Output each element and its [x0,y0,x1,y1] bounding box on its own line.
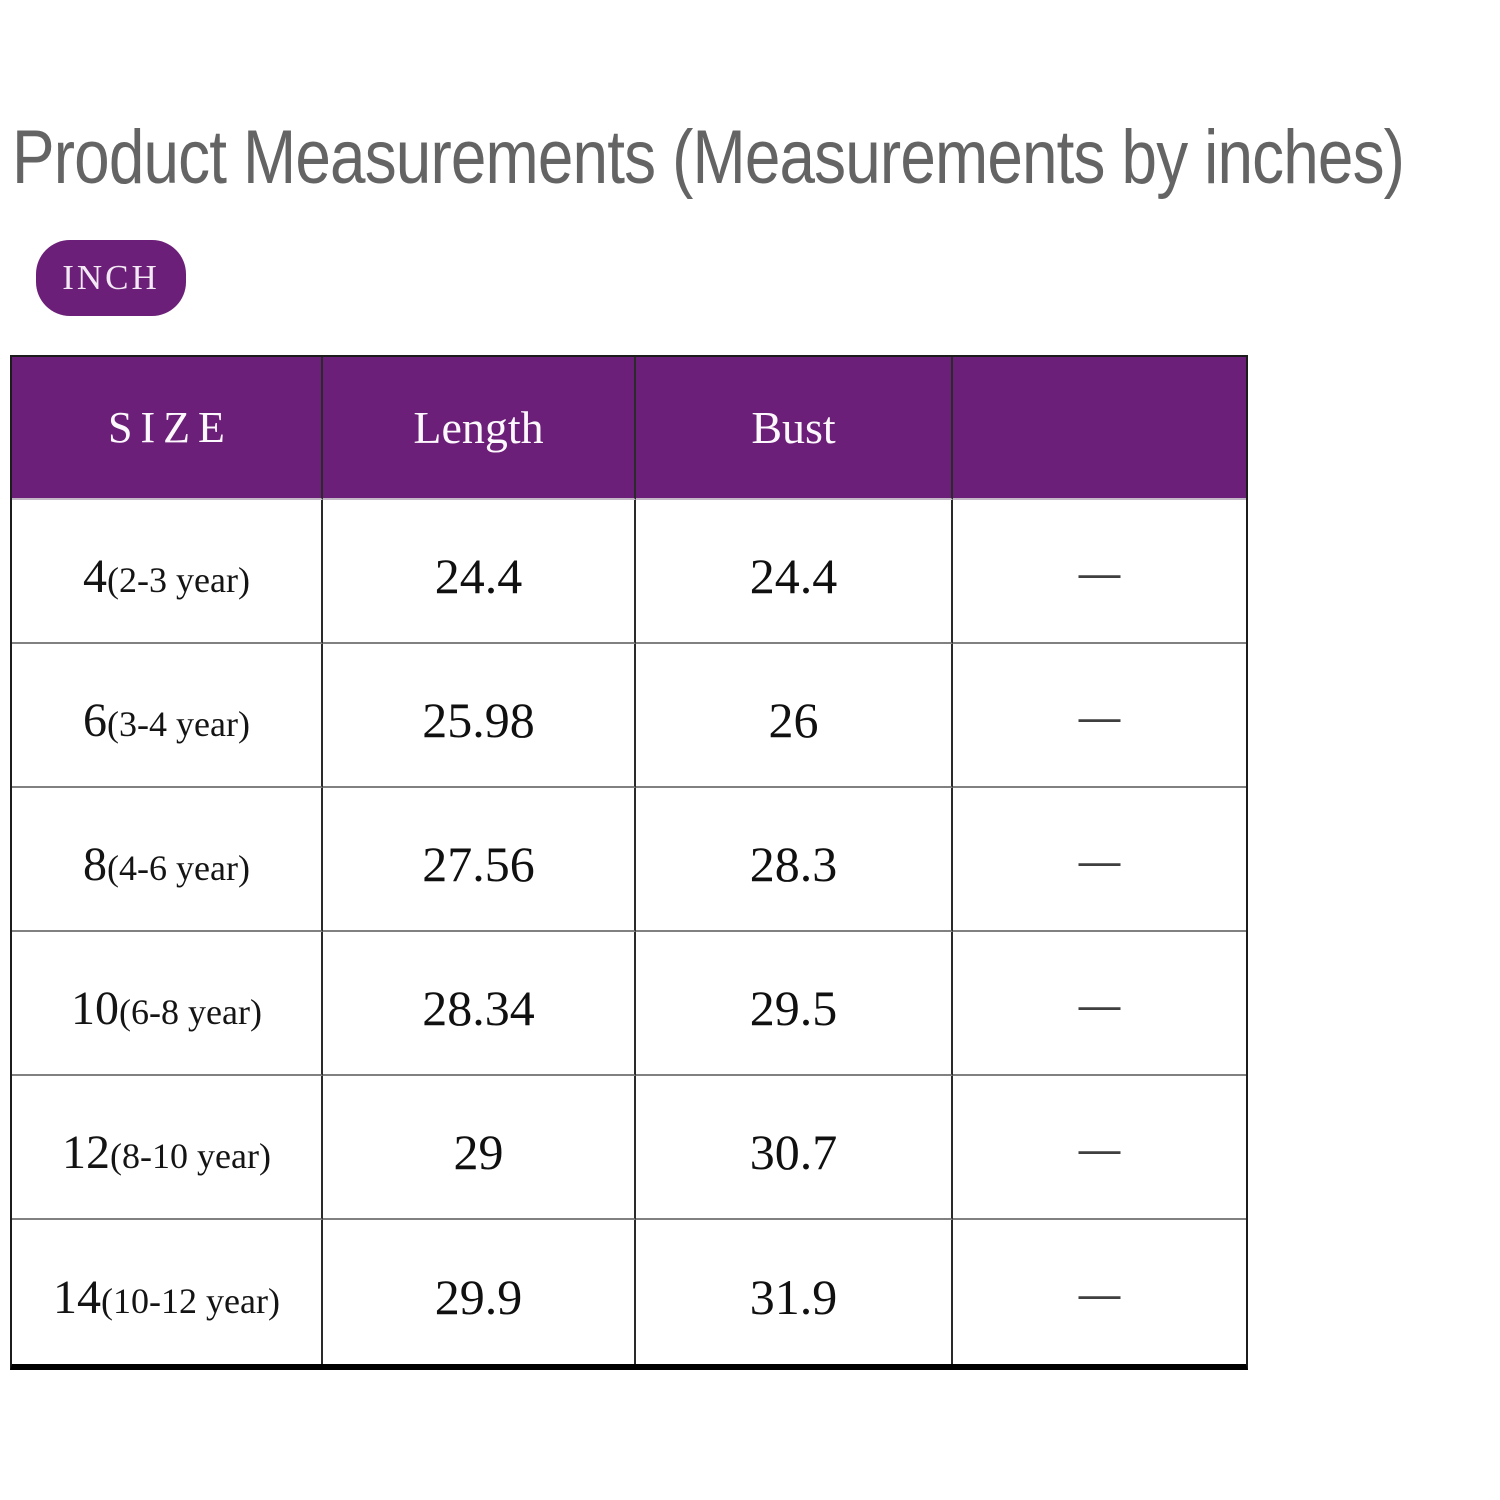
length-value: 28.34 [422,980,535,1036]
size-value: 10 [71,981,120,1035]
size-cell: 4(2-3 year) [12,500,323,644]
bust-cell: 28.3 [636,788,953,932]
column-header-bust: Bust [636,357,953,500]
column-header-empty [953,357,1246,500]
dash-value: — [1078,837,1121,884]
extra-cell: — [953,644,1246,788]
length-value: 29 [453,1124,504,1180]
length-cell: 25.98 [323,644,636,788]
bust-cell: 30.7 [636,1076,953,1220]
age-range: (8-10 year) [110,1135,271,1176]
size-label: 10(6-8 year) [71,981,262,1036]
age-range: (10-12 year) [101,1280,280,1321]
size-value: 6 [83,693,108,747]
size-cell: 14(10-12 year) [12,1220,323,1364]
bust-value: 28.3 [749,836,838,892]
age-range: (6-8 year) [119,991,262,1032]
size-cell: 6(3-4 year) [12,644,323,788]
length-cell: 28.34 [323,932,636,1076]
age-range: (3-4 year) [107,703,250,744]
bust-value: 24.4 [749,548,838,604]
age-range: (2-3 year) [107,559,250,600]
extra-cell: — [953,932,1246,1076]
page-title-text: Product Measurements (Measurements by in… [12,115,1405,200]
dash-value: — [1078,693,1121,740]
measurements-table: SIZE Length Bust 4(2-3 year) 24.4 24.4 —… [10,355,1248,1370]
dash-value: — [1078,549,1121,596]
bust-value: 26 [768,692,819,748]
length-cell: 27.56 [323,788,636,932]
length-value: 24.4 [434,548,523,604]
extra-cell: — [953,500,1246,644]
size-label: 14(10-12 year) [53,1270,280,1325]
size-value: 12 [62,1125,111,1179]
size-value: 8 [83,837,108,891]
size-label: 8(4-6 year) [83,837,250,892]
inch-unit-badge-label: INCH [62,258,160,297]
extra-cell: — [953,788,1246,932]
size-label: 4(2-3 year) [83,549,250,604]
bust-value: 29.5 [749,980,838,1036]
length-value: 27.56 [422,836,535,892]
size-cell: 8(4-6 year) [12,788,323,932]
size-cell: 10(6-8 year) [12,932,323,1076]
bust-cell: 29.5 [636,932,953,1076]
bust-cell: 26 [636,644,953,788]
page-title: Product Measurements (Measurements by in… [12,116,1500,200]
size-value: 14 [53,1270,102,1324]
length-cell: 29.9 [323,1220,636,1364]
size-label: 6(3-4 year) [83,693,250,748]
age-range: (4-6 year) [107,847,250,888]
bust-cell: 31.9 [636,1220,953,1364]
extra-cell: — [953,1076,1246,1220]
dash-value: — [1078,1270,1121,1317]
dash-value: — [1078,1125,1121,1172]
size-label: 12(8-10 year) [62,1125,271,1180]
size-cell: 12(8-10 year) [12,1076,323,1220]
bust-value: 30.7 [749,1124,838,1180]
column-header-size: SIZE [12,357,323,500]
length-value: 29.9 [434,1269,523,1325]
bust-value: 31.9 [749,1269,838,1325]
length-value: 25.98 [422,692,535,748]
extra-cell: — [953,1220,1246,1364]
bust-cell: 24.4 [636,500,953,644]
size-value: 4 [83,549,108,603]
dash-value: — [1078,981,1121,1028]
length-cell: 24.4 [323,500,636,644]
inch-unit-badge[interactable]: INCH [36,240,186,316]
length-cell: 29 [323,1076,636,1220]
column-header-length: Length [323,357,636,500]
